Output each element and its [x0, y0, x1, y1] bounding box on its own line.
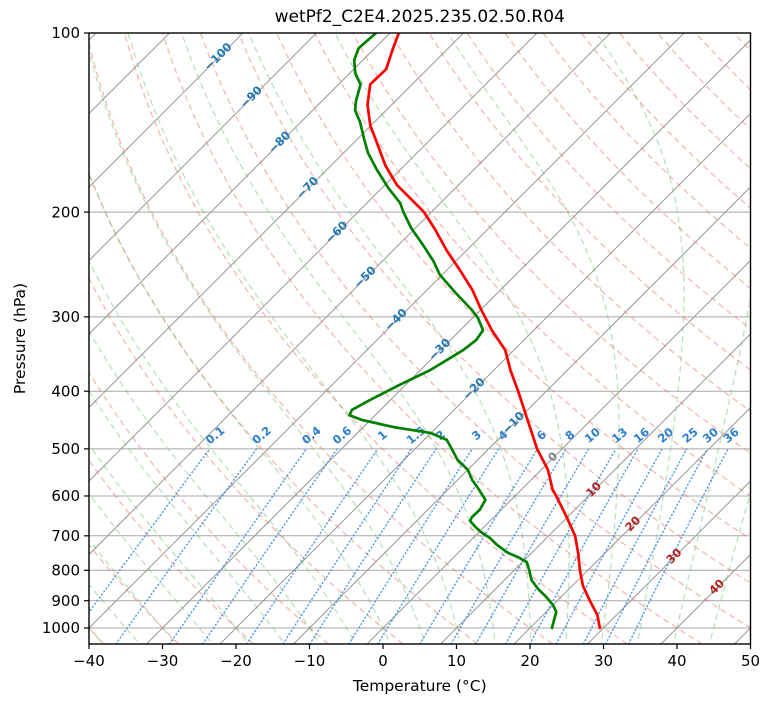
- x-tick-label: −20: [220, 652, 252, 670]
- x-tick-label: −30: [147, 652, 179, 670]
- x-tick-label: −10: [294, 652, 326, 670]
- y-tick-label: 400: [51, 382, 80, 400]
- y-tick-label: 600: [51, 487, 80, 505]
- x-tick-label: 30: [594, 652, 613, 670]
- y-tick-label: 200: [51, 203, 80, 221]
- x-tick-label: 10: [447, 652, 466, 670]
- y-tick-label: 500: [51, 440, 80, 458]
- x-tick-label: −40: [73, 652, 105, 670]
- x-axis-label: Temperature (°C): [352, 677, 487, 695]
- chart-title: wetPf2_C2E4.2025.235.02.50.R04: [275, 7, 565, 27]
- y-tick-label: 800: [51, 562, 80, 580]
- y-tick-label: 100: [51, 24, 80, 42]
- y-tick-label: 1000: [42, 619, 80, 637]
- x-tick-label: 0: [378, 652, 388, 670]
- y-tick-label: 900: [51, 592, 80, 610]
- x-tick-label: 40: [667, 652, 686, 670]
- x-tick-label: 20: [520, 652, 539, 670]
- y-tick-label: 300: [51, 308, 80, 326]
- y-axis-label: Pressure (hPa): [11, 283, 29, 394]
- x-tick-label: 50: [741, 652, 760, 670]
- y-tick-label: 700: [51, 527, 80, 545]
